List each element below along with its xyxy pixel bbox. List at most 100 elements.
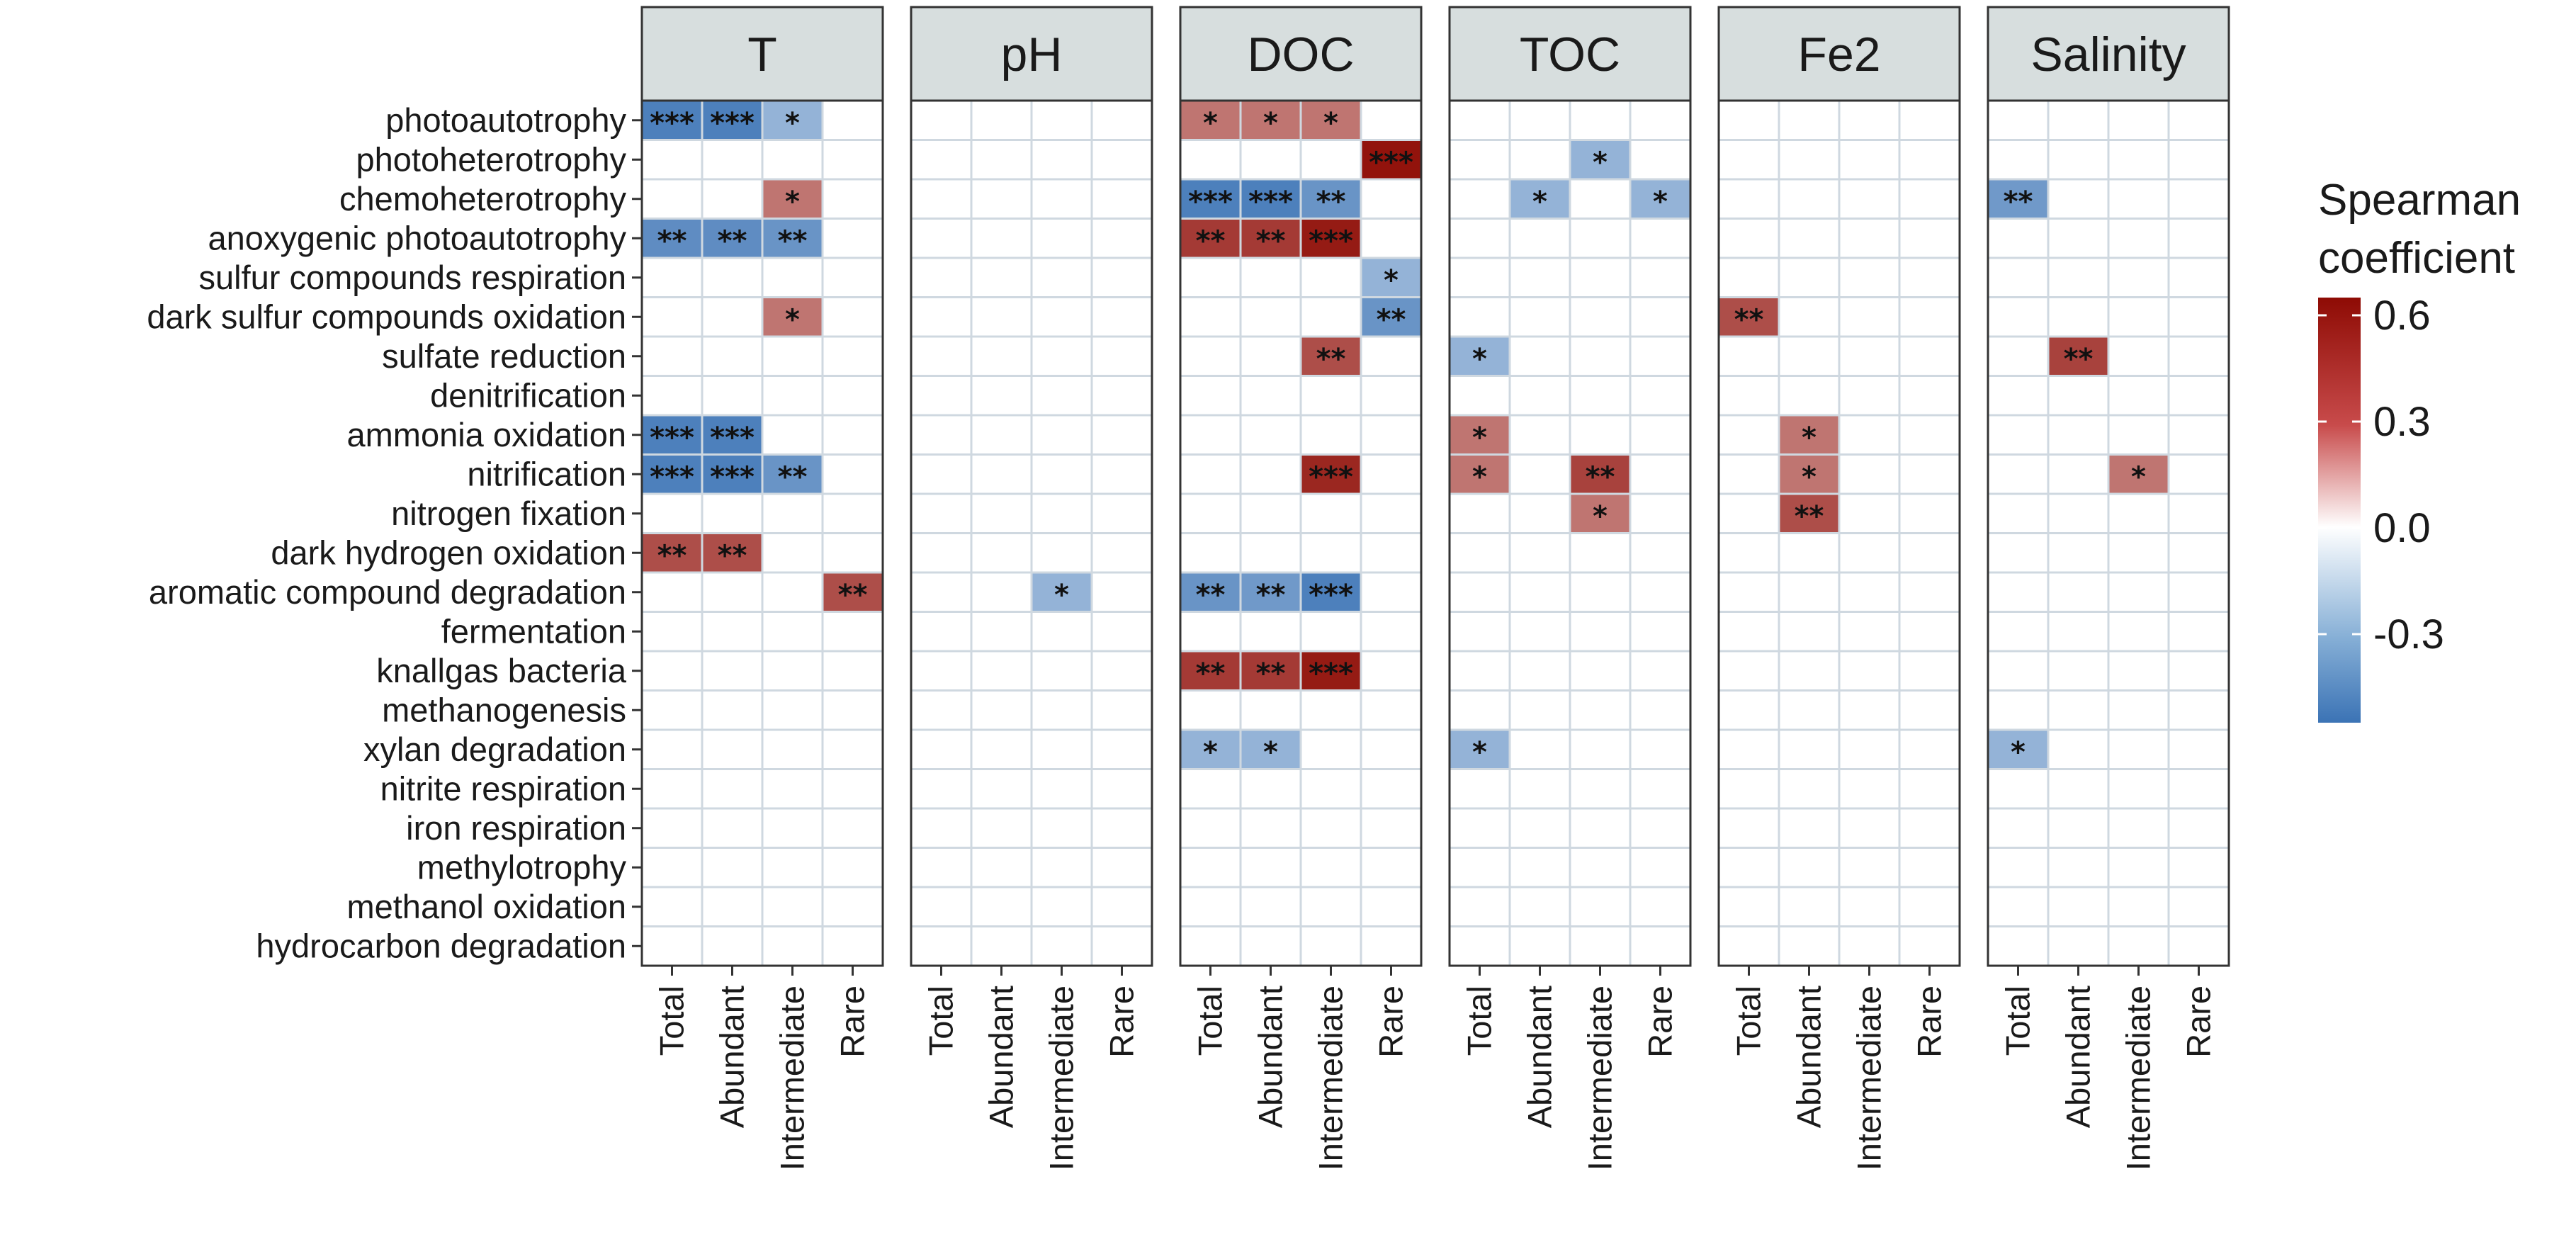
heatmap-cell: [970, 296, 1033, 338]
heatmap-cell: [1838, 611, 1901, 653]
heatmap-cell: [2167, 611, 2230, 653]
heatmap-cell: [1569, 335, 1632, 377]
heatmap-cell: [2167, 256, 2230, 298]
heatmap-cell: [1448, 847, 1511, 888]
heatmap-cell: [1239, 768, 1302, 810]
heatmap-cell: [1090, 807, 1153, 849]
heatmap-cell: [1987, 296, 2050, 338]
heatmap-cell: [1299, 768, 1362, 810]
row-label-denitrification: denitrification: [430, 376, 626, 414]
heatmap-cell: [1717, 492, 1780, 534]
heatmap-cell: [1987, 807, 2050, 849]
heatmap-cell: [1090, 768, 1153, 810]
heatmap-cell: [1030, 375, 1093, 417]
facet-label-ph: pH: [1001, 28, 1063, 81]
heatmap-cell: [640, 650, 704, 692]
heatmap-cell: [1717, 807, 1780, 849]
heatmap-cell: [1179, 453, 1242, 495]
heatmap-cell: [2047, 139, 2110, 181]
heatmap-cell: [701, 178, 764, 220]
heatmap-cell: [2167, 847, 2230, 888]
heatmap-cell: [1898, 689, 1961, 731]
heatmap-cell: [1898, 375, 1961, 417]
heatmap-cell: [2047, 492, 2110, 534]
heatmap-cell: [1629, 492, 1692, 534]
heatmap-cell: [1299, 256, 1362, 298]
heatmap-cell: [2107, 414, 2170, 456]
heatmap-cell: [761, 571, 824, 613]
heatmap-cell: [1778, 807, 1841, 849]
heatmap-cell: [910, 650, 973, 692]
heatmap-cell: [1987, 925, 2050, 967]
heatmap-cell: [970, 414, 1033, 456]
heatmap-cell: [970, 768, 1033, 810]
facet-strip-t: [640, 6, 884, 102]
heatmap-cell: [1030, 925, 1093, 967]
heatmap-cell: [1987, 139, 2050, 181]
heatmap-cell: [640, 768, 704, 810]
facet-strip-fe2: [1717, 6, 1961, 102]
heatmap-cell: [1090, 689, 1153, 731]
heatmap-cell: [1299, 886, 1362, 927]
column-label-rare: Rare: [834, 986, 871, 1058]
heatmap-cell: [1030, 532, 1093, 574]
significance-mark: *: [785, 107, 800, 140]
heatmap-cell: [1239, 492, 1302, 534]
heatmap-cell: [1838, 178, 1901, 220]
heatmap-cell: [821, 532, 884, 574]
heatmap-cell: [1360, 414, 1423, 456]
heatmap-cell: [910, 453, 973, 495]
heatmap-cell: [1030, 689, 1093, 731]
heatmap-cell: [1898, 453, 1961, 495]
heatmap-cell: [761, 139, 824, 181]
heatmap-cell: [1898, 611, 1961, 653]
heatmap-cell: [1239, 139, 1302, 181]
heatmap-cell: [1629, 689, 1692, 731]
heatmap-cell: [1987, 650, 2050, 692]
significance-mark: *: [1263, 107, 1278, 140]
heatmap-cell: [1030, 335, 1093, 377]
heatmap-cell: [970, 139, 1033, 181]
heatmap-cell: [1569, 689, 1632, 731]
significance-mark: ***: [710, 422, 755, 454]
heatmap-cell: [1629, 532, 1692, 574]
facet-panel-ph: pH * Total Abundant Intermediate Rare: [910, 6, 1153, 1170]
heatmap-cell: [970, 492, 1033, 534]
heatmap-cell: [1987, 218, 2050, 259]
heatmap-cell: [970, 847, 1033, 888]
heatmap-cell: [1778, 847, 1841, 888]
heatmap-cell: [1360, 99, 1423, 141]
heatmap-cell: [2107, 139, 2170, 181]
heatmap-cell: [1778, 689, 1841, 731]
heatmap-cell: [1090, 925, 1153, 967]
heatmap-cell: [761, 847, 824, 888]
heatmap-cell: [1778, 571, 1841, 613]
heatmap-cell: [701, 99, 764, 141]
heatmap-cell: [1508, 689, 1571, 731]
heatmap-cell: [2167, 492, 2230, 534]
heatmap-cell: [1030, 139, 1093, 181]
heatmap-cell: [1778, 375, 1841, 417]
heatmap-cell: [1179, 256, 1242, 298]
significance-mark: *: [1054, 579, 1069, 611]
heatmap-cell: [1629, 650, 1692, 692]
heatmap-cell: [1448, 492, 1511, 534]
significance-mark: *: [785, 186, 800, 218]
column-label-abundant: Abundant: [713, 986, 751, 1128]
heatmap-cell: [1090, 414, 1153, 456]
heatmap-cell: [640, 375, 704, 417]
heatmap-cell: [2107, 847, 2170, 888]
heatmap-cell: [970, 532, 1033, 574]
heatmap-cell: [1030, 492, 1093, 534]
heatmap-cell: [1360, 925, 1423, 967]
significance-mark: **: [1586, 461, 1615, 493]
heatmap-cell: [1898, 650, 1961, 692]
heatmap-cell: [1239, 335, 1302, 377]
heatmap-cell: [1179, 689, 1242, 731]
heatmap-cell: [1030, 178, 1093, 220]
heatmap-cell: [1569, 611, 1632, 653]
heatmap-cell: [1239, 532, 1302, 574]
heatmap-cell: [2047, 728, 2110, 770]
significance-mark: *: [1203, 107, 1218, 140]
significance-mark: **: [1196, 579, 1226, 611]
